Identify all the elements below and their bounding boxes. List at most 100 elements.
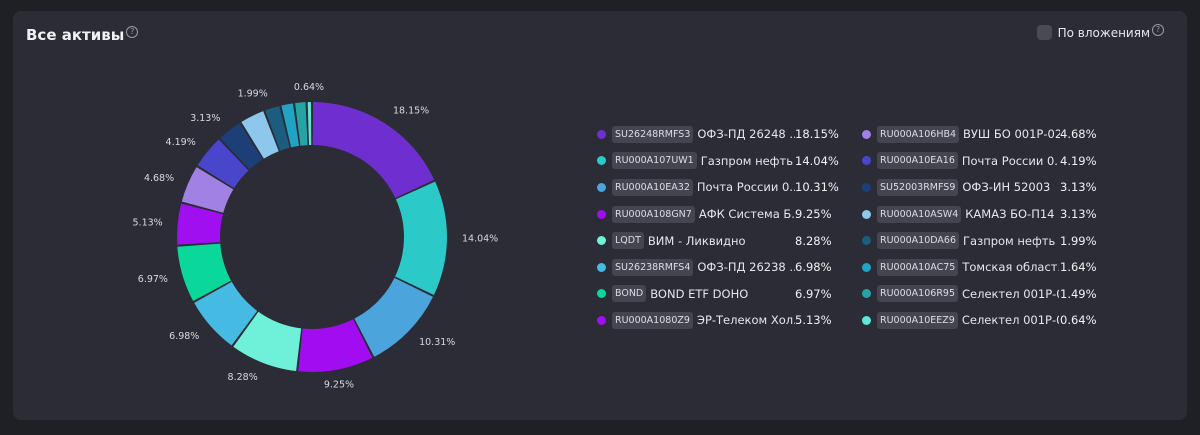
donut-slice[interactable] — [197, 139, 249, 189]
donut-slice[interactable] — [354, 277, 433, 357]
ticker-badge: RU000A1080Z9 — [612, 311, 693, 329]
slice-label: 4.19% — [166, 137, 196, 148]
donut-slice[interactable] — [194, 281, 258, 346]
slice-label: 1.99% — [238, 89, 268, 100]
legend-item[interactable]: RU000A10EA32 Почта России 0... 10.31% — [597, 174, 839, 201]
donut-slice[interactable] — [220, 123, 263, 170]
checkbox[interactable] — [1036, 25, 1052, 40]
asset-name: Газпром нефть ... — [963, 233, 1061, 248]
legend-item[interactable]: RU000A106HB4 ВУШ БО 001Р-02 4.68% — [862, 121, 1097, 148]
asset-name: Газпром нефть ... — [700, 153, 799, 168]
donut-slice[interactable] — [307, 102, 312, 146]
legend-item[interactable]: RU000A108GN7 АФК Система Б... 9.25% — [597, 201, 832, 228]
legend-item[interactable]: RU000A10DA66 Газпром нефть ... 1.99% — [862, 227, 1097, 254]
slice-label: 5.13% — [133, 217, 163, 228]
legend-item[interactable]: RU000A107UW1 Газпром нефть ... 14.04% — [597, 148, 839, 175]
legend-item[interactable]: RU000A1080Z9 ЭР-Телеком Хол... 5.13% — [597, 307, 832, 334]
donut-slice[interactable] — [265, 106, 290, 151]
legend-column-2: RU000A106HB4 ВУШ БО 001Р-02 4.68% RU000A10E… — [862, 121, 1097, 334]
legend-color-dot — [862, 289, 871, 299]
slice-label: 6.97% — [138, 274, 168, 285]
legend-item[interactable]: SU26248RMFS3 ОФЗ-ПД 26248 ... 18.15% — [597, 121, 839, 148]
ticker-badge: SU52003RMFS9 — [877, 178, 959, 196]
asset-percent: 8.28% — [795, 233, 832, 248]
donut-slice[interactable] — [281, 103, 299, 148]
toggle-label: По вложениям — [1057, 25, 1150, 40]
ticker-badge: LQDT — [612, 232, 644, 250]
legend-color-dot — [597, 262, 606, 272]
asset-percent: 1.64% — [1060, 260, 1097, 275]
by-investment-toggle[interactable]: По вложениям ? — [1036, 23, 1164, 40]
slice-label: 10.31% — [419, 337, 455, 348]
asset-name: ВИМ - Ликвидность — [647, 233, 746, 248]
ticker-badge: RU000A106R95 — [877, 285, 959, 303]
asset-percent: 10.31% — [795, 180, 839, 195]
ticker-badge: RU000A10EA16 — [877, 152, 958, 170]
legend-color-dot — [862, 129, 871, 139]
slice-label: 14.04% — [462, 234, 498, 245]
ticker-badge: BOND — [612, 285, 647, 303]
slice-label: 9.25% — [324, 380, 354, 391]
asset-percent: 4.19% — [1060, 153, 1097, 168]
asset-percent: 14.04% — [795, 153, 839, 168]
legend-color-dot — [597, 156, 606, 166]
asset-name: Селектел 001Р-0... — [961, 313, 1059, 328]
ticker-badge: SU26248RMFS3 — [612, 125, 694, 143]
legend-column-1: SU26248RMFS3 ОФЗ-ПД 26248 ... 18.15% RU000A… — [597, 121, 839, 334]
donut-slice[interactable] — [233, 311, 302, 372]
legend-item[interactable]: RU000A10EA16 Почта России 0... 4.19% — [862, 148, 1097, 175]
legend-color-dot — [597, 129, 606, 139]
asset-name: Почта России 0... — [696, 180, 795, 195]
asset-percent: 9.25% — [795, 207, 832, 222]
card-title-text: Все активы — [26, 26, 125, 44]
ticker-badge: RU000A107UW1 — [612, 152, 697, 170]
legend-item[interactable]: RU000A10ASW4 КАМАЗ БО-П14 3.13% — [862, 201, 1097, 228]
legend-color-dot — [597, 182, 606, 192]
legend-color-dot — [862, 236, 871, 246]
ticker-badge: RU000A106HB4 — [877, 125, 960, 143]
asset-percent: 1.49% — [1060, 286, 1097, 301]
asset-name: BOND ETF DOHOD Cbo... — [650, 286, 749, 301]
asset-name: ЭР-Телеком Хол... — [696, 313, 795, 328]
donut-slice[interactable] — [295, 102, 308, 146]
asset-percent: 3.13% — [1060, 207, 1097, 222]
asset-percent: 5.13% — [795, 313, 832, 328]
asset-name: ВУШ БО 001Р-02 — [963, 127, 1061, 142]
donut-slice[interactable] — [312, 102, 435, 198]
help-icon[interactable]: ? — [126, 26, 139, 38]
slice-label: 4.68% — [144, 173, 174, 184]
donut-slice[interactable] — [177, 243, 232, 302]
asset-name: Селектел 001Р-0... — [962, 286, 1059, 301]
legend-color-dot — [597, 209, 606, 219]
donut-slice[interactable] — [395, 181, 447, 295]
asset-name: ОФЗ-ИН 52003 — [962, 180, 1051, 195]
asset-percent: 6.98% — [795, 260, 832, 275]
donut-slice[interactable] — [177, 203, 223, 245]
slice-label: 18.15% — [393, 106, 429, 117]
legend-color-dot — [597, 289, 606, 299]
ticker-badge: RU000A10DA66 — [877, 232, 960, 250]
ticker-badge: SU26238RMFS4 — [612, 258, 694, 276]
legend-item[interactable]: RU000A10AC75 Томская област... 1.64% — [862, 254, 1097, 281]
legend-color-dot — [862, 156, 871, 166]
legend-color-dot — [597, 236, 606, 246]
legend-item[interactable]: SU52003RMFS9 ОФЗ-ИН 52003 3.13% — [862, 174, 1097, 201]
legend-item[interactable]: SU26238RMFS4 ОФЗ-ПД 26238 ... 6.98% — [597, 254, 832, 281]
asset-percent: 3.13% — [1060, 180, 1097, 195]
asset-name: КАМАЗ БО-П14 — [965, 207, 1055, 222]
asset-name: ОФЗ-ПД 26248 ... — [697, 127, 796, 142]
donut-slice[interactable] — [298, 319, 373, 372]
ticker-badge: RU000A10EA32 — [612, 178, 693, 196]
legend-color-dot — [862, 209, 871, 219]
donut-slice[interactable] — [181, 167, 234, 213]
asset-name: ОФЗ-ПД 26238 ... — [697, 260, 796, 275]
legend-color-dot — [597, 315, 606, 325]
ticker-badge: RU000A10AC75 — [877, 258, 959, 276]
donut-slice[interactable] — [241, 111, 279, 159]
help-icon[interactable]: ? — [1152, 23, 1164, 36]
